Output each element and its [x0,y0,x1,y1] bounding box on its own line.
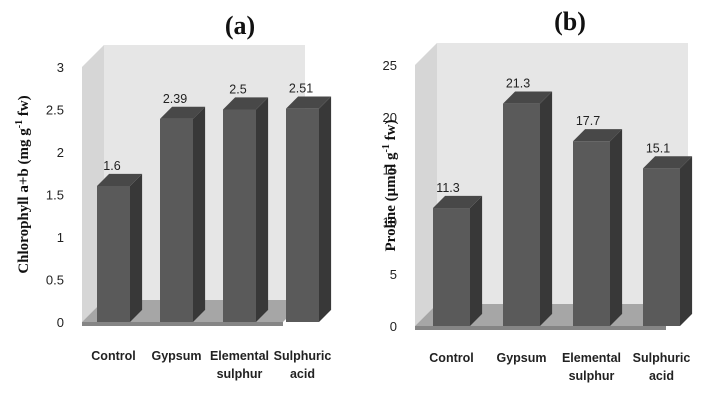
floor-edge [82,322,283,326]
y-tick-label: 0 [390,319,397,334]
category-label: acid [649,369,674,383]
bar-side [680,156,693,326]
bar-side [130,173,143,322]
back-wall [437,43,688,304]
bar-front [223,109,256,322]
bar-side [470,195,483,326]
data-label: 2.51 [289,82,313,96]
floor-edge [415,326,666,330]
bar-side [540,91,553,326]
data-label: 2.39 [163,92,187,106]
bar-front [286,108,319,323]
y-axis-label-tail: fw) [383,120,399,145]
y-tick-label: 2 [57,145,64,160]
y-tick-label: 0 [57,315,64,330]
bar [223,97,269,323]
bar-top [160,106,206,119]
bar [433,195,483,326]
y-tick-label: 0.5 [46,273,64,288]
bar-top [643,156,693,169]
category-label: Sulphuric [274,349,332,363]
bar-front [503,103,540,327]
y-axis-label: Chlorophyll a+b (mg g-1 fw) [14,95,32,273]
y-tick-label: 25 [383,58,397,73]
bar-top [286,96,332,109]
panel-label: (a) [225,11,255,40]
y-axis-label-tail: fw) [16,95,32,120]
category-label: Elemental [210,349,269,363]
category-label: sulphur [217,367,263,381]
category-label: Sulphuric [633,351,691,365]
bar-side [193,106,206,322]
data-label: 15.1 [646,141,670,155]
side-wall [415,43,437,326]
y-axis-label-main: Proline (μmol g [383,152,399,252]
bar-top [223,97,269,110]
category-label: Control [91,349,135,363]
bar [160,106,206,322]
bar [573,129,623,326]
data-label: 17.7 [576,114,600,128]
bar-top [97,173,143,186]
y-axis-label-main: Chlorophyll a+b (mg g [16,128,32,274]
y-tick-label: 15 [383,162,397,177]
bar-front [573,141,610,326]
data-label: 21.3 [506,77,530,91]
category-label: Gypsum [496,351,546,365]
category-label: Elemental [562,351,621,365]
y-tick-label: 5 [390,267,397,282]
category-label: Control [429,351,473,365]
y-tick-label: 1 [57,230,64,245]
y-tick-label: 3 [57,60,64,75]
bar-front [97,186,130,322]
y-axis-label-sup: -1 [14,120,25,128]
y-tick-label: 1.5 [46,188,64,203]
data-label: 11.3 [436,181,459,195]
category-label: Gypsum [151,349,201,363]
data-label: 1.6 [103,159,120,173]
y-tick-label: 20 [383,110,397,125]
bar [97,173,143,322]
bar-side [610,129,623,326]
bar [643,156,693,326]
bar-side [319,96,332,322]
bar-top [573,129,623,142]
bar-front [643,168,680,326]
y-axis-label: Proline (μmol g-1 fw) [381,120,399,252]
y-tick-label: 2.5 [46,103,64,118]
y-tick-label: 10 [383,215,397,230]
category-label: sulphur [569,369,615,383]
bar [286,96,332,323]
category-label: acid [290,367,315,381]
bar [503,91,553,327]
chart-b: 0 5 10 15 20 25 11.3 Control 21.3 Gypsum 17.7 Eleme… [381,7,693,383]
data-label: 2.5 [229,82,246,96]
chart-a: 0 0.5 1 1.5 2 2.5 3 1.6 Control 2.39 Gypsum 2.5 Elem… [14,11,331,381]
bar-top [433,195,483,209]
y-axis-label-sup: -1 [381,144,392,152]
bar-front [160,118,193,322]
panel-label: (b) [554,7,586,36]
bar-front [433,208,470,326]
bar-top [503,91,553,104]
bar-side [256,97,269,323]
